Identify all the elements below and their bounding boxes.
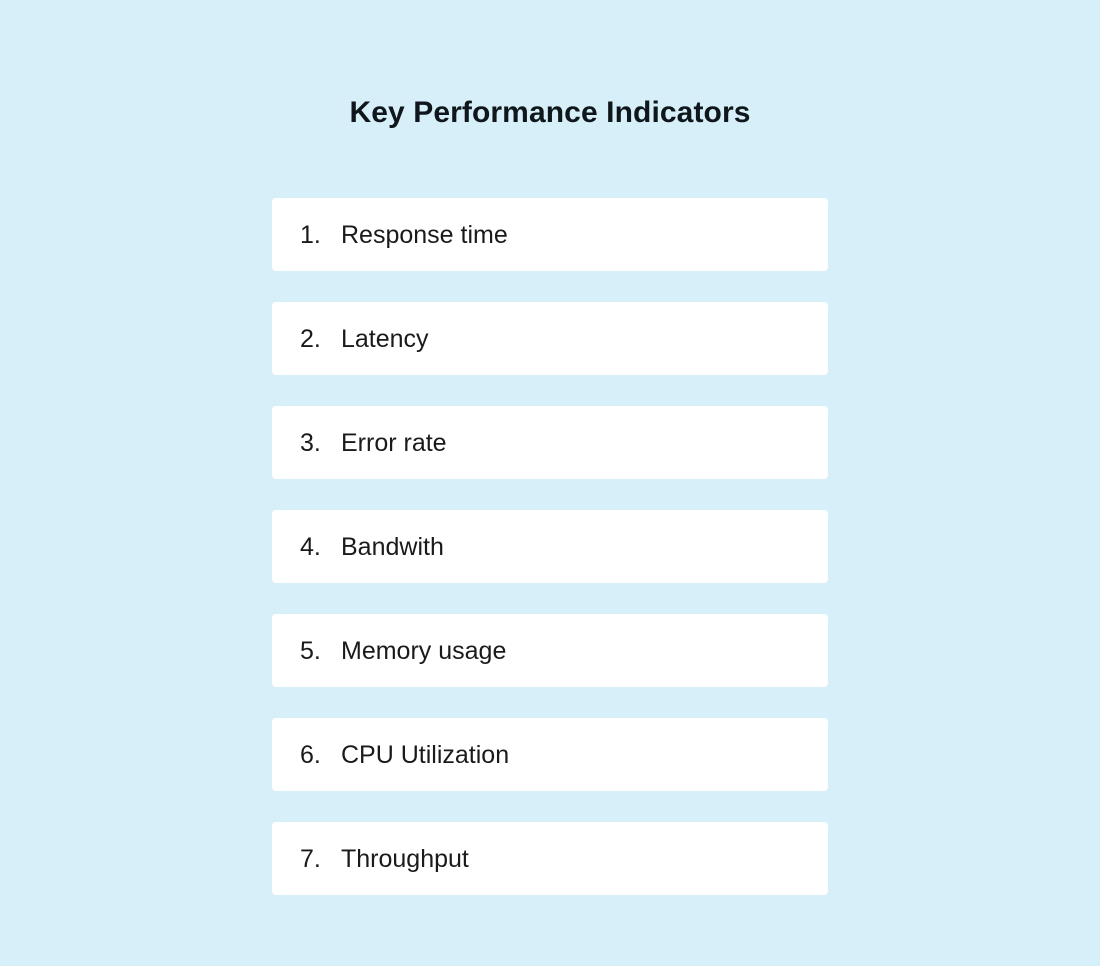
list-item-label: CPU Utilization bbox=[341, 740, 510, 769]
list-item-number: 5. bbox=[300, 636, 321, 665]
list-item-label: Bandwith bbox=[341, 532, 444, 561]
list-item[interactable]: 4. Bandwith bbox=[272, 510, 828, 583]
list-item[interactable]: 1. Response time bbox=[272, 198, 828, 271]
page-title: Key Performance Indicators bbox=[349, 96, 751, 129]
list-item-label: Memory usage bbox=[341, 636, 507, 665]
list-item[interactable]: 5. Memory usage bbox=[272, 614, 828, 687]
kpi-list: 1. Response time 2. Latency 3. Error rat… bbox=[272, 198, 828, 895]
list-item-number: 7. bbox=[300, 844, 321, 873]
list-item-number: 4. bbox=[300, 532, 321, 561]
list-item[interactable]: 7. Throughput bbox=[272, 822, 828, 895]
list-item-number: 6. bbox=[300, 740, 321, 769]
list-item-number: 3. bbox=[300, 428, 321, 457]
list-item-label: Error rate bbox=[341, 428, 447, 457]
list-item-label: Latency bbox=[341, 324, 429, 353]
list-item-number: 1. bbox=[300, 220, 321, 249]
list-item[interactable]: 6. CPU Utilization bbox=[272, 718, 828, 791]
list-item-label: Response time bbox=[341, 220, 508, 249]
list-item-label: Throughput bbox=[341, 844, 469, 873]
list-item[interactable]: 3. Error rate bbox=[272, 406, 828, 479]
list-item[interactable]: 2. Latency bbox=[272, 302, 828, 375]
list-item-number: 2. bbox=[300, 324, 321, 353]
